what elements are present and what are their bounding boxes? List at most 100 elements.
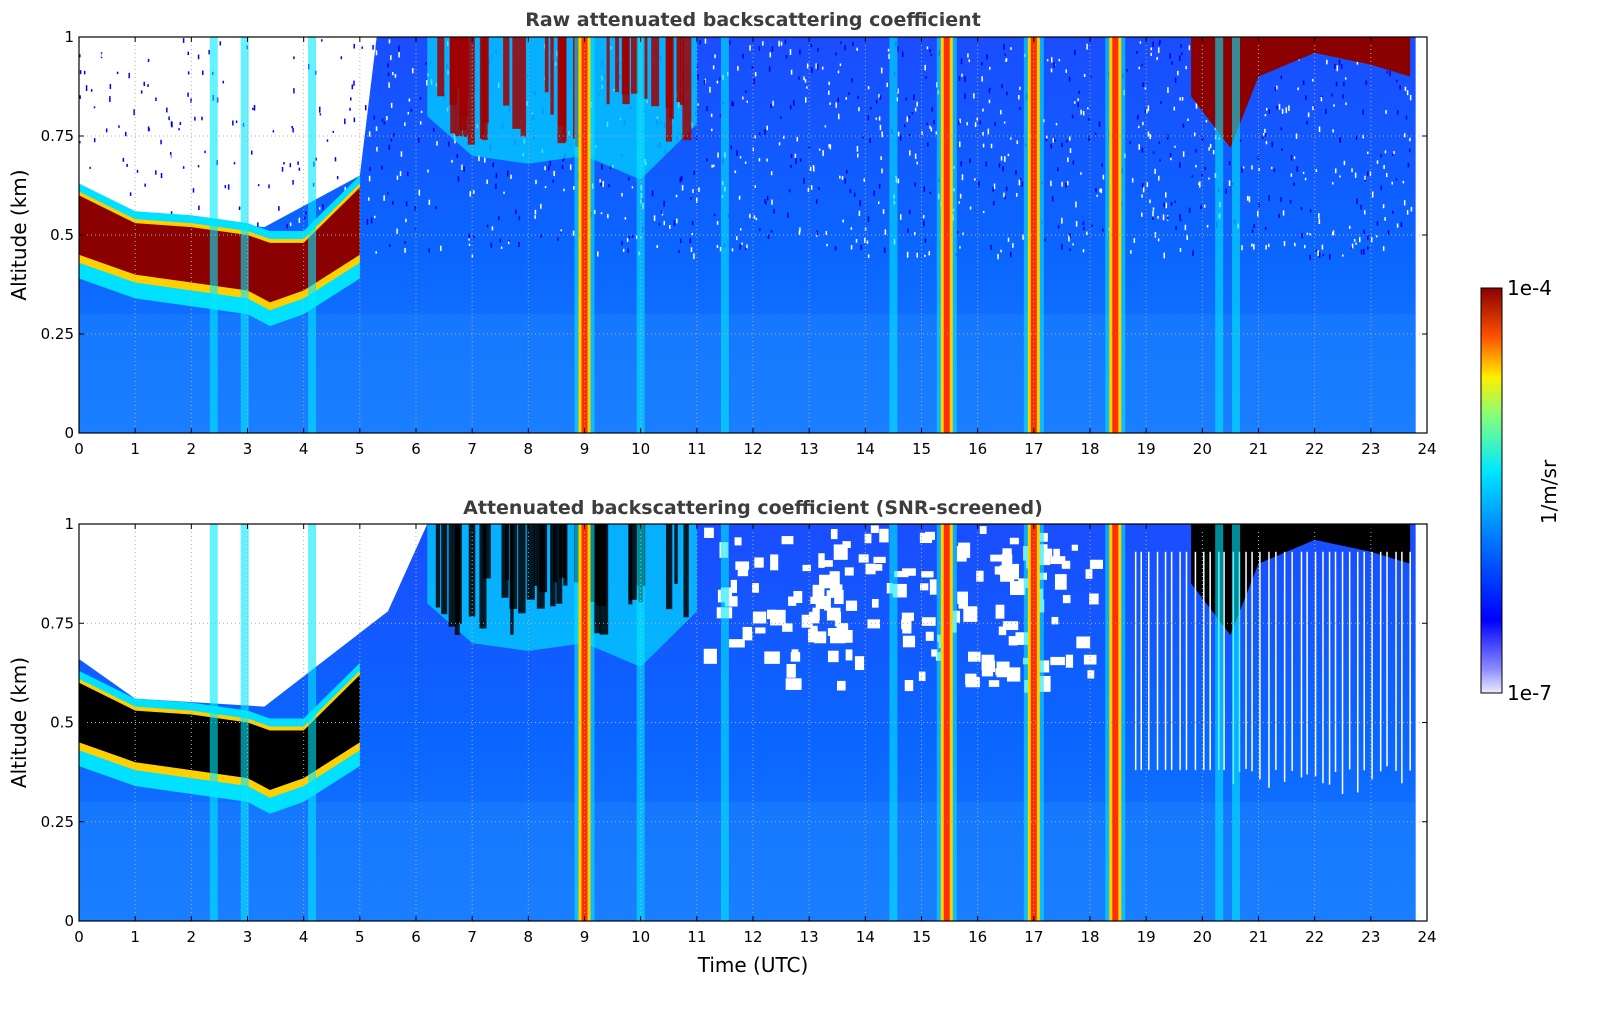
noise-pixel (926, 142, 929, 147)
noise-pixel (1195, 149, 1197, 153)
noise-pixel (128, 72, 130, 79)
y-tick-label: 0.75 (41, 127, 74, 145)
noise-pixel (118, 122, 121, 126)
noise-pixel (286, 223, 288, 229)
noise-pixel (817, 48, 819, 52)
screened-column (1371, 551, 1373, 780)
noise-pixel (1003, 44, 1005, 50)
noise-pixel (257, 222, 259, 228)
noise-pixel (719, 114, 722, 118)
noise-pixel (436, 141, 438, 146)
noise-pixel (1257, 156, 1260, 160)
noise-pixel (396, 175, 399, 180)
noise-pixel (179, 121, 182, 125)
noise-pixel (1367, 235, 1369, 241)
x-tick-label: 18 (1080, 440, 1099, 458)
screened-gap (812, 584, 825, 600)
noise-pixel (796, 136, 799, 142)
noise-pixel (864, 237, 866, 243)
noise-pixel (1078, 90, 1081, 94)
noise-pixel (375, 50, 378, 56)
noise-pixel (253, 104, 256, 111)
noise-pixel (129, 192, 132, 196)
noise-pixel (221, 201, 223, 206)
noise-pixel (1016, 140, 1019, 145)
noise-pixel (1315, 249, 1317, 252)
screened-gap (921, 617, 936, 626)
noise-pixel (933, 120, 935, 125)
noise-pixel (1131, 178, 1134, 183)
screened-gap (1002, 668, 1014, 676)
noise-pixel (112, 38, 114, 45)
noise-pixel (1146, 109, 1148, 114)
noise-pixel (434, 206, 437, 210)
noise-pixel (1301, 233, 1303, 239)
x-tick-label: 24 (1417, 928, 1436, 946)
noise-pixel (1074, 49, 1076, 55)
noise-pixel (842, 219, 844, 223)
noise-pixel (93, 181, 96, 185)
noise-pixel (298, 167, 301, 171)
noise-pixel (745, 90, 747, 93)
noise-pixel (1019, 86, 1021, 90)
noise-pixel (1003, 121, 1006, 124)
noise-pixel (419, 121, 422, 125)
noise-pixel (829, 144, 832, 150)
noise-pixel (967, 53, 969, 58)
upper-cloud-cell (674, 524, 678, 584)
noise-pixel (816, 64, 819, 70)
noise-pixel (139, 121, 142, 125)
noise-pixel (1142, 121, 1144, 126)
screened-gap (830, 584, 843, 593)
noise-pixel (1057, 167, 1059, 172)
screened-gap (1009, 537, 1019, 545)
noise-pixel (89, 166, 91, 169)
noise-pixel (1002, 166, 1004, 172)
noise-pixel (278, 106, 281, 112)
noise-pixel (1082, 249, 1085, 253)
noise-pixel (238, 107, 241, 112)
screened-gap (788, 596, 797, 606)
noise-pixel (1167, 216, 1169, 220)
screened-column (1251, 551, 1253, 772)
noise-pixel (1355, 135, 1358, 140)
noise-pixel (250, 150, 253, 155)
noise-pixel (107, 183, 109, 188)
screened-gap (902, 568, 916, 576)
noise-pixel (858, 210, 861, 216)
noise-pixel (182, 172, 185, 176)
noise-pixel (608, 184, 610, 188)
noise-pixel (1061, 181, 1063, 187)
noise-pixel (79, 70, 82, 75)
noise-pixel (1195, 164, 1197, 168)
noise-pixel (599, 179, 601, 183)
noise-pixel (1009, 251, 1012, 258)
noise-pixel (1101, 163, 1103, 167)
noise-pixel (815, 64, 818, 69)
screened-gap (728, 639, 745, 648)
noise-pixel (795, 158, 797, 164)
noise-pixel (473, 235, 475, 239)
noise-pixel (1050, 68, 1053, 73)
noise-pixel (883, 247, 886, 253)
precip-streak-core (581, 524, 588, 921)
screened-gap (873, 556, 886, 564)
precip-streak-halo (1232, 524, 1241, 921)
noise-pixel (473, 190, 475, 194)
noise-pixel (993, 183, 996, 190)
noise-pixel (125, 190, 127, 197)
noise-pixel (766, 158, 768, 162)
noise-pixel (373, 115, 376, 120)
noise-pixel (1246, 195, 1249, 201)
noise-pixel (114, 130, 116, 135)
noise-pixel (1294, 242, 1296, 247)
noise-pixel (1045, 138, 1048, 142)
noise-pixel (914, 107, 917, 112)
precip-streak-halo (240, 37, 249, 433)
precip-streak-halo (889, 37, 898, 433)
noise-pixel (1050, 143, 1052, 149)
noise-pixel (257, 184, 260, 187)
noise-pixel (1141, 194, 1143, 198)
noise-pixel (142, 121, 145, 124)
noise-pixel (908, 209, 911, 215)
